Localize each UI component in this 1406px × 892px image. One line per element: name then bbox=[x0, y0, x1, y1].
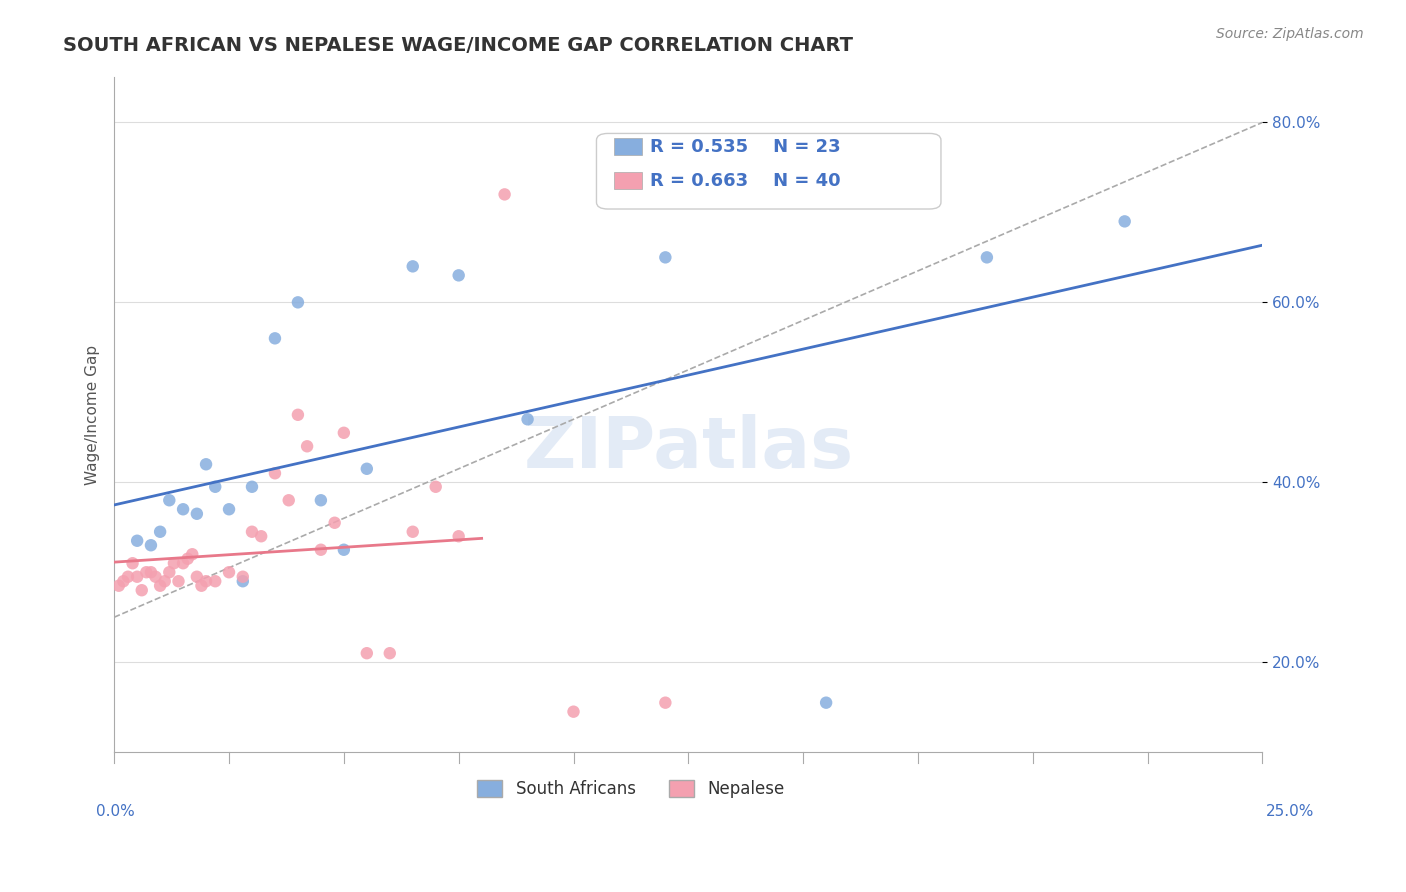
Point bbox=[181, 547, 204, 561]
Point bbox=[264, 467, 287, 481]
Point bbox=[295, 439, 318, 453]
Point bbox=[976, 251, 998, 265]
Point bbox=[425, 480, 447, 494]
Point bbox=[402, 260, 425, 274]
Point bbox=[1114, 214, 1136, 228]
Point bbox=[250, 529, 273, 543]
Point bbox=[190, 579, 212, 593]
Legend: South Africans, Nepalese: South Africans, Nepalese bbox=[471, 773, 792, 805]
Point bbox=[157, 566, 180, 580]
Point bbox=[447, 529, 470, 543]
Point bbox=[195, 457, 218, 471]
Point bbox=[309, 493, 332, 508]
Point bbox=[494, 187, 516, 202]
Text: 25.0%: 25.0% bbox=[1267, 805, 1315, 819]
Point bbox=[135, 566, 157, 580]
Point bbox=[323, 516, 346, 530]
Point bbox=[240, 524, 263, 539]
Point bbox=[562, 705, 585, 719]
Point bbox=[240, 480, 263, 494]
Point bbox=[516, 412, 538, 426]
Point bbox=[186, 570, 208, 584]
Point bbox=[287, 408, 309, 422]
Point bbox=[167, 574, 190, 589]
Text: R = 0.663    N = 40: R = 0.663 N = 40 bbox=[651, 171, 841, 190]
Point bbox=[139, 538, 162, 552]
Text: R = 0.535    N = 23: R = 0.535 N = 23 bbox=[651, 138, 841, 156]
Point bbox=[157, 493, 180, 508]
Text: SOUTH AFRICAN VS NEPALESE WAGE/INCOME GAP CORRELATION CHART: SOUTH AFRICAN VS NEPALESE WAGE/INCOME GA… bbox=[63, 36, 853, 54]
Point bbox=[204, 574, 226, 589]
Point bbox=[218, 502, 240, 516]
Point bbox=[117, 570, 139, 584]
Point bbox=[172, 556, 194, 570]
Point bbox=[287, 295, 309, 310]
Point bbox=[402, 524, 425, 539]
Point bbox=[163, 556, 186, 570]
Point bbox=[378, 646, 401, 660]
Point bbox=[195, 574, 218, 589]
Point bbox=[172, 502, 194, 516]
Point bbox=[218, 566, 240, 580]
Point bbox=[176, 551, 198, 566]
Point bbox=[815, 696, 838, 710]
Point bbox=[654, 696, 676, 710]
Point bbox=[264, 331, 287, 345]
Point bbox=[356, 462, 378, 476]
FancyBboxPatch shape bbox=[613, 172, 643, 189]
Point bbox=[131, 583, 153, 598]
Point bbox=[277, 493, 299, 508]
FancyBboxPatch shape bbox=[613, 138, 643, 155]
Point bbox=[186, 507, 208, 521]
Point bbox=[127, 570, 149, 584]
Point bbox=[127, 533, 149, 548]
Text: ZIPatlas: ZIPatlas bbox=[523, 414, 853, 483]
Point bbox=[121, 556, 143, 570]
Point bbox=[333, 542, 356, 557]
Point bbox=[654, 251, 676, 265]
Point bbox=[107, 579, 129, 593]
Point bbox=[145, 570, 167, 584]
Point bbox=[149, 579, 172, 593]
Point bbox=[309, 542, 332, 557]
Point bbox=[232, 570, 254, 584]
Point bbox=[153, 574, 176, 589]
Point bbox=[112, 574, 135, 589]
Text: 0.0%: 0.0% bbox=[96, 805, 135, 819]
Point bbox=[149, 524, 172, 539]
Y-axis label: Wage/Income Gap: Wage/Income Gap bbox=[86, 344, 100, 485]
Text: Source: ZipAtlas.com: Source: ZipAtlas.com bbox=[1216, 27, 1364, 41]
Point bbox=[333, 425, 356, 440]
FancyBboxPatch shape bbox=[596, 134, 941, 209]
Point bbox=[447, 268, 470, 283]
Point bbox=[204, 480, 226, 494]
Point bbox=[356, 646, 378, 660]
Point bbox=[232, 574, 254, 589]
Point bbox=[139, 566, 162, 580]
